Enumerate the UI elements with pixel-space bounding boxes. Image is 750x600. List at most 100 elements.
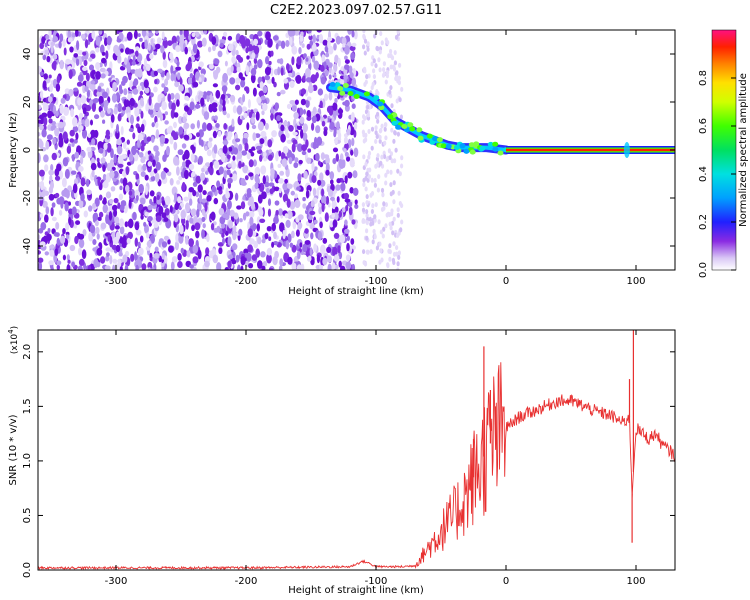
noise-blob (311, 257, 315, 263)
noise-blob (337, 57, 341, 67)
noise-blob (162, 51, 166, 60)
noise-blob (70, 170, 77, 175)
noise-blob (206, 122, 213, 131)
noise-blob (227, 236, 232, 246)
noise-blob (157, 68, 163, 74)
noise-blob (324, 212, 329, 223)
noise-blob (388, 243, 392, 249)
noise-blob (396, 261, 400, 267)
noise-blob (369, 192, 373, 198)
snr-y-multiplier-base: (x10 (10, 334, 20, 355)
noise-blob (321, 120, 326, 127)
noise-blob (279, 170, 285, 176)
noise-blob (363, 50, 367, 56)
y-tick-label: -40 (22, 238, 33, 254)
noise-blob (173, 121, 177, 129)
noise-blob (382, 205, 386, 211)
noise-blob (197, 249, 202, 260)
noise-blob (317, 179, 322, 186)
noise-blob (258, 208, 264, 217)
noise-blob (126, 237, 131, 245)
noise-blob (135, 229, 142, 236)
noise-blob (344, 219, 348, 226)
noise-blob (181, 217, 186, 225)
noise-blob (173, 214, 179, 223)
noise-blob (250, 67, 257, 76)
noise-blob (104, 37, 108, 47)
noise-blob (188, 238, 195, 247)
noise-blob (397, 250, 401, 256)
noise-blob (189, 73, 194, 79)
noise-blob (221, 232, 225, 238)
noise-blob (223, 31, 228, 37)
noise-blob (288, 36, 293, 46)
noise-blob (330, 196, 335, 201)
noise-blob (248, 159, 254, 168)
noise-blob (345, 261, 352, 270)
noise-blob (366, 167, 370, 173)
noise-blob (143, 221, 147, 227)
noise-blob (65, 222, 70, 231)
noise-blob (392, 241, 396, 247)
noise-blob (314, 166, 318, 171)
noise-blob (363, 66, 367, 72)
noise-blob (198, 155, 203, 165)
noise-blob (63, 47, 67, 56)
noise-blob (213, 58, 220, 65)
noise-blob (380, 40, 384, 46)
noise-blob (147, 161, 152, 167)
noise-blob (137, 247, 144, 256)
noise-blob (140, 145, 145, 152)
noise-blob (119, 226, 125, 235)
noise-blob (306, 116, 312, 121)
noise-blob (153, 195, 157, 204)
noise-blob (264, 39, 268, 45)
noise-blob (174, 192, 178, 203)
noise-blob (366, 41, 370, 47)
noise-blob (319, 172, 324, 182)
noise-blob (302, 203, 307, 209)
noise-blob (82, 51, 87, 56)
noise-blob (251, 52, 256, 59)
noise-blob (260, 95, 266, 101)
noise-blob (153, 86, 158, 93)
noise-blob (200, 139, 204, 147)
noise-blob (38, 250, 41, 255)
noise-blob (95, 226, 100, 235)
noise-blob (65, 189, 70, 199)
noise-blob (46, 233, 52, 241)
noise-blob (361, 202, 365, 208)
noise-blob (392, 260, 396, 266)
noise-blob (208, 137, 213, 142)
noise-blob (56, 75, 61, 84)
noise-blob (117, 30, 124, 33)
noise-blob (240, 265, 244, 270)
noise-blob (336, 196, 340, 203)
noise-blob (84, 86, 89, 92)
noise-blob (170, 92, 175, 100)
noise-blob (101, 51, 106, 56)
noise-blob (105, 50, 109, 60)
noise-blob (222, 140, 229, 145)
noise-blob (103, 100, 109, 107)
noise-blob (45, 141, 50, 150)
noise-blob (122, 141, 127, 149)
noise-blob (386, 263, 390, 269)
noise-blob (397, 190, 401, 196)
noise-blob (113, 197, 119, 204)
noise-blob (92, 202, 96, 209)
trail-blob (463, 148, 470, 154)
noise-blob (192, 43, 198, 54)
noise-blob (365, 200, 369, 206)
noise-blob (148, 95, 152, 106)
noise-blob (364, 132, 368, 138)
noise-blob (364, 79, 368, 85)
noise-blob (113, 170, 119, 179)
noise-blob (39, 124, 44, 131)
noise-blob (383, 126, 387, 132)
noise-blob (106, 162, 111, 172)
noise-blob (236, 66, 241, 73)
noise-blob (117, 54, 122, 64)
noise-blob (261, 238, 266, 244)
